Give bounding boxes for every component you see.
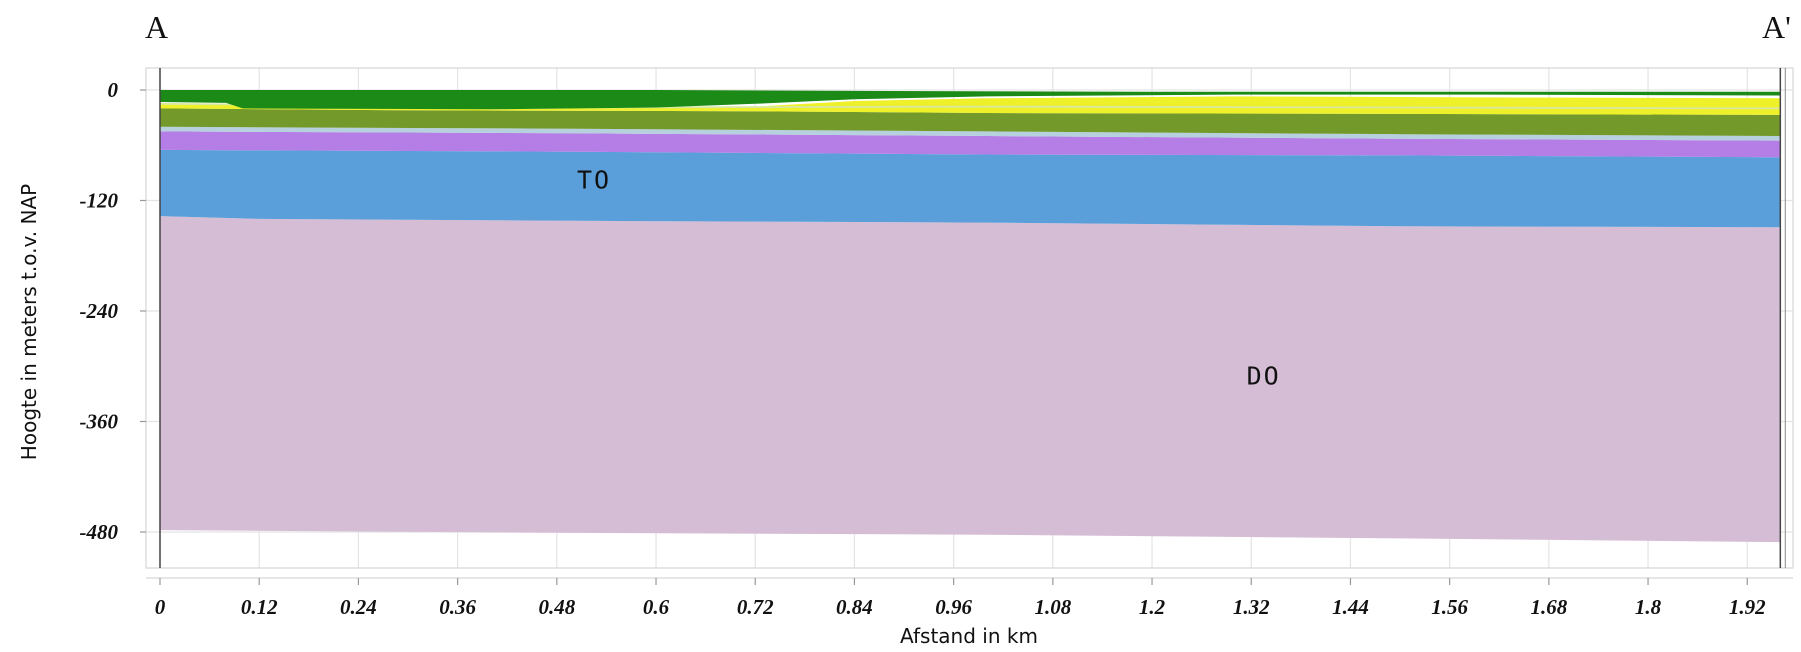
x-tick-label: 0.84 — [836, 595, 873, 619]
layer-label-do: DO — [1247, 362, 1281, 391]
section-start-label: A — [145, 9, 168, 45]
x-tick-label: 0.24 — [340, 595, 377, 619]
x-tick-label: 1.68 — [1530, 595, 1567, 619]
layer-to — [160, 149, 1781, 228]
layer-do — [160, 216, 1781, 543]
plot-border — [145, 67, 1794, 569]
x-tick-label: 0.36 — [439, 595, 476, 619]
layer-4 — [160, 108, 1781, 136]
y-axis-ticks: 0 -120 -240 -360 -480 — [80, 78, 146, 544]
layer-2 — [160, 131, 1781, 158]
layer-5 — [160, 96, 1781, 115]
x-tick-label: 0 — [155, 595, 166, 619]
x-tick-label: 1.08 — [1034, 595, 1071, 619]
y-tick-label: 0 — [108, 78, 119, 102]
x-tick-label: 1.8 — [1635, 595, 1662, 619]
x-axis-ticks: 0 0.12 0.24 0.36 0.48 0.6 0.72 0.84 0.96 1.08 1.2 1… — [155, 578, 1766, 619]
y-tick-label: -240 — [80, 299, 119, 323]
layer-7 — [160, 90, 1781, 110]
y-axis-title: Hoogte in meters t.o.v. NAP — [17, 184, 41, 460]
x-tick-label: 1.56 — [1431, 595, 1468, 619]
layer-annotations: TO DO — [577, 166, 1281, 391]
x-axis-title: Afstand in km — [900, 624, 1038, 648]
x-tick-label: 1.2 — [1139, 595, 1166, 619]
x-tick-label: 0.6 — [643, 595, 670, 619]
y-tick-label: -360 — [80, 409, 119, 433]
x-tick-label: 1.44 — [1332, 595, 1369, 619]
y-tick-label: -480 — [80, 520, 119, 544]
x-tick-label: 1.92 — [1729, 595, 1766, 619]
layers — [160, 90, 1781, 543]
x-tick-label: 0.96 — [935, 595, 972, 619]
x-tick-label: 0.12 — [241, 595, 278, 619]
x-tick-label: 1.32 — [1233, 595, 1270, 619]
section-end-label: A' — [1762, 9, 1791, 45]
x-tick-label: 0.72 — [737, 595, 774, 619]
layer-3 — [160, 126, 1781, 141]
y-tick-label: -120 — [80, 188, 119, 212]
layer-label-to: TO — [577, 166, 611, 195]
plot-frame — [145, 67, 1794, 579]
x-tick-label: 0.48 — [538, 595, 575, 619]
